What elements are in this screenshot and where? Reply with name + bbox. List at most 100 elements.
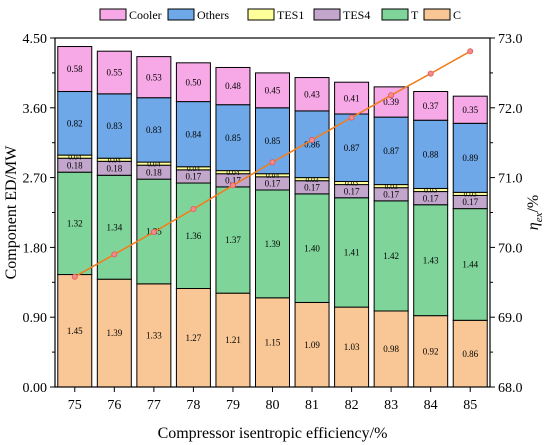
y-tick-label-1.80: 1.80 — [23, 241, 48, 256]
bar-label-c-84: 0.92 — [423, 346, 439, 356]
y2-tick-label-69.0: 69.0 — [498, 311, 523, 326]
bar-t-83 — [373, 200, 409, 312]
bar-label-c-76: 1.39 — [106, 328, 122, 338]
bar-label-c-83: 0.98 — [383, 344, 399, 354]
efficiency-point-84 — [427, 70, 434, 77]
x-tick-label-85: 85 — [463, 398, 477, 413]
bar-label-t-75: 1.32 — [67, 219, 83, 229]
bar-t-75 — [57, 171, 93, 276]
bar-label-c-82: 1.03 — [344, 342, 360, 352]
x-tick-label-84: 84 — [424, 398, 438, 413]
bar-label-tes4-79: 0.17 — [225, 175, 241, 185]
bar-label-cooler-80: 0.45 — [265, 86, 281, 96]
bar-label-c-75: 1.45 — [67, 326, 83, 336]
bar-others-76 — [96, 93, 132, 159]
bar-label-cooler-75: 0.58 — [67, 64, 83, 74]
bar-c-77 — [136, 283, 172, 388]
efficiency-point-80 — [269, 159, 276, 166]
bar-label-tes4-82: 0.17 — [344, 186, 360, 196]
y2-tick-label-70.0: 70.0 — [498, 241, 523, 256]
bar-label-tes1-83: 0.03 — [385, 182, 398, 191]
bar-label-t-80: 1.39 — [265, 239, 281, 249]
bar-label-tes1-82: 0.03 — [345, 179, 358, 188]
x-tick-label-80: 80 — [266, 398, 280, 413]
bar-others-82 — [334, 113, 370, 182]
left-axis: 0.00 0.90 1.80 2.70 3.60 4.50 — [23, 32, 55, 396]
bar-label-cooler-84: 0.37 — [423, 101, 439, 111]
bar-label-tes4-78: 0.17 — [186, 172, 202, 182]
bar-label-t-85: 1.44 — [462, 260, 478, 270]
y2-tick-label-72.0: 72.0 — [498, 102, 523, 117]
legend-swatch-cooler — [99, 8, 127, 21]
legend-swatch-tes1 — [247, 8, 275, 21]
bar-others-78 — [175, 101, 211, 168]
legend-swatch-tes4 — [313, 8, 341, 21]
efficiency-point-75 — [71, 273, 78, 280]
x-tick-label-78: 78 — [186, 398, 200, 413]
bar-label-tes1-79: 0.04 — [226, 168, 239, 177]
bar-label-others-78: 0.84 — [186, 129, 202, 139]
bar-label-others-83: 0.87 — [383, 146, 399, 156]
y2-tick-label-73.0: 73.0 — [498, 32, 523, 47]
bar-label-others-81: 0.86 — [304, 139, 320, 149]
bar-cooler-82 — [334, 81, 370, 115]
efficiency-point-76 — [111, 251, 118, 258]
right-axis-unit: /% — [525, 195, 542, 213]
bar-label-t-83: 1.42 — [383, 251, 399, 261]
bar-label-tes1-77: 0.04 — [147, 159, 160, 168]
bar-t-85 — [452, 208, 488, 321]
bar-t-82 — [334, 197, 370, 308]
bar-label-t-82: 1.41 — [344, 248, 360, 258]
x-tick-label-76: 76 — [107, 398, 121, 413]
bar-label-others-79: 0.85 — [225, 133, 241, 143]
bar-label-others-80: 0.85 — [265, 136, 281, 146]
efficiency-point-81 — [309, 136, 316, 143]
bar-cooler-85 — [452, 95, 488, 124]
bar-label-cooler-83: 0.39 — [383, 97, 399, 107]
bar-others-79 — [215, 104, 251, 172]
bar-label-t-81: 1.40 — [304, 243, 320, 253]
bar-label-cooler-81: 0.43 — [304, 89, 320, 99]
x-tick-label-83: 83 — [384, 398, 398, 413]
bar-label-c-81: 1.09 — [304, 340, 320, 350]
bar-label-tes4-77: 0.18 — [146, 167, 162, 177]
y-tick-label-2.70: 2.70 — [23, 172, 48, 187]
bar-label-others-75: 0.82 — [67, 118, 83, 128]
right-axis-title: ηex/% — [525, 195, 545, 230]
legend-swatch-others — [167, 8, 195, 21]
bar-cooler-84 — [413, 91, 449, 121]
y2-tick-label-68.0: 68.0 — [498, 381, 523, 396]
bar-label-others-76: 0.83 — [106, 121, 122, 131]
bar-t-81 — [294, 193, 330, 303]
bar-label-others-85: 0.89 — [462, 153, 478, 163]
right-axis-symbol: η — [525, 222, 542, 230]
y-tick-label-0.90: 0.90 — [23, 311, 48, 326]
bar-cooler-81 — [294, 77, 330, 112]
x-tick-label-81: 81 — [305, 398, 319, 413]
efficiency-point-77 — [150, 229, 157, 236]
bar-label-cooler-78: 0.50 — [186, 77, 202, 87]
legend-label-others: Others — [197, 8, 229, 22]
legend-label-c: C — [453, 8, 461, 22]
bar-label-others-77: 0.83 — [146, 125, 162, 135]
bar-label-t-76: 1.34 — [106, 222, 122, 232]
bar-c-84 — [413, 315, 449, 388]
bar-label-c-85: 0.86 — [462, 349, 478, 359]
y-axis-title: Component ED/MW — [3, 145, 20, 280]
x-tick-label-82: 82 — [345, 398, 359, 413]
bar-label-tes4-85: 0.17 — [462, 197, 478, 207]
bar-label-others-84: 0.88 — [423, 149, 439, 159]
bar-t-78 — [175, 182, 211, 290]
bar-label-c-77: 1.33 — [146, 331, 162, 341]
bar-label-c-79: 1.21 — [225, 335, 241, 345]
bar-label-tes1-76: 0.04 — [108, 155, 121, 164]
legend: Cooler Others TES1 TES4 T C — [99, 8, 461, 22]
legend-label-t: T — [411, 8, 419, 22]
bar-label-tes1-80: 0.04 — [266, 171, 279, 180]
legend-swatch-c — [423, 8, 451, 21]
bar-label-c-78: 1.27 — [186, 333, 202, 343]
y-tick-label-3.60: 3.60 — [23, 102, 48, 117]
efficiency-point-78 — [190, 206, 197, 213]
bar-others-84 — [413, 119, 449, 189]
